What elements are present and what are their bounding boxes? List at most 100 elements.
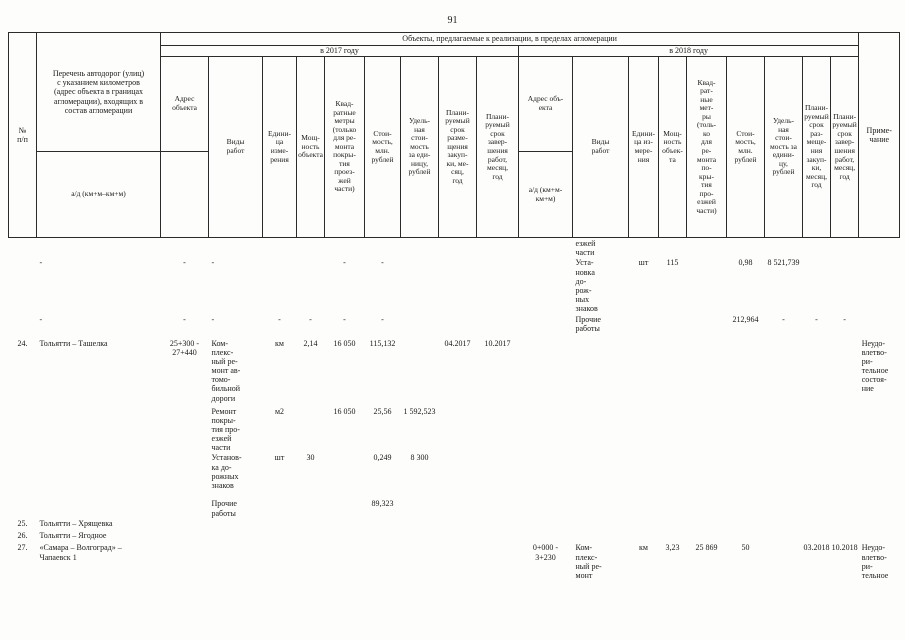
table-cell: км (639, 543, 648, 553)
table-cell: 04.2017 (444, 338, 471, 348)
table-cell (37, 452, 161, 498)
table-row: 24. Тольятти – Ташелка 25+300 - 27+440 Ком-… (9, 338, 900, 406)
table-cell (325, 452, 365, 498)
table-cell (9, 238, 37, 258)
table-cell (659, 314, 687, 338)
table-cell: «Самара – Волгоград» – Чапаевск 1 (39, 543, 122, 562)
table-cell: - (843, 314, 846, 324)
table-cell (765, 498, 803, 518)
header-row-subaddress: а/д (км+м–км+м) а/д (км+м- км+м) (9, 151, 900, 238)
table-cell (263, 257, 297, 313)
table-cell: Неудо- влетво- ри- тельное (861, 543, 889, 580)
table-header: № п/п Перечень автодорог (улиц) с указан… (8, 32, 901, 238)
table-cell: - (278, 314, 281, 324)
table-cell (477, 406, 519, 453)
table-cell (209, 518, 263, 530)
col-header-note: Приме- чание (858, 32, 901, 238)
table-cell: шт (274, 453, 285, 463)
table-cell: 50 (741, 543, 750, 553)
table-cell (573, 406, 629, 453)
table-cell (161, 238, 209, 258)
table-row: 27. «Самара – Волгоград» – Чапаевск 1 0+00… (9, 542, 900, 627)
table-cell: Установ- ка до- рожных знаков (211, 453, 242, 490)
col-header-completion-term-2018: Плани- руемый срок завер- шения работ, м… (829, 56, 860, 238)
table-cell (629, 314, 659, 338)
table-cell: 26. (17, 531, 28, 541)
table-cell (263, 530, 297, 542)
table-cell (687, 406, 727, 453)
table-cell (831, 338, 859, 406)
table-cell: 25+300 - 27+440 (169, 338, 200, 357)
table-cell (831, 238, 859, 258)
table-cell: 2,14 (303, 338, 318, 348)
table-cell: - (381, 258, 384, 268)
table-cell (831, 530, 859, 542)
table-cell (325, 238, 365, 258)
table-cell (297, 406, 325, 453)
table-cell: 212,964 (732, 314, 759, 324)
table-cell (727, 406, 765, 453)
table-row: Ремонт покры- тия про- езжей части м2 16 0… (9, 406, 900, 453)
table-cell (365, 530, 401, 542)
table-cell (629, 238, 659, 258)
table-cell (439, 257, 477, 313)
table-cell (629, 518, 659, 530)
table-cell: - (183, 314, 186, 324)
table-cell (727, 530, 765, 542)
table-cell (859, 452, 900, 498)
header-row-columns: Адрес объекта Виды работ Едини- ца изме-… (9, 56, 900, 238)
table-cell: 3,23 (665, 543, 680, 553)
table-cell: - (343, 314, 346, 324)
table-cell: - (211, 314, 215, 324)
table-cell (727, 238, 765, 258)
table-cell (37, 498, 161, 518)
table-cell: Тольятти – Хрящевка (39, 519, 113, 529)
table-cell (439, 498, 477, 518)
table-cell (439, 530, 477, 542)
table-cell (519, 238, 573, 258)
table-cell (477, 518, 519, 530)
table-cell (477, 257, 519, 313)
table-cell (365, 542, 401, 627)
table-cell: Ком- плекс- ный ре- монт ав- томо- бильн… (211, 338, 241, 403)
col-header-roads-list-sub: а/д (км+м–км+м) (36, 151, 161, 238)
table-cell (325, 542, 365, 627)
table-cell: - (309, 314, 312, 324)
table-cell (803, 530, 831, 542)
table-cell: 30 (306, 453, 315, 463)
table-cell (831, 257, 859, 313)
table-cell: Прочие работы (575, 314, 601, 333)
table-cell: 25,56 (373, 406, 392, 416)
table-cell (519, 257, 573, 313)
table-cell (687, 498, 727, 518)
table-cell (727, 498, 765, 518)
table-cell (161, 452, 209, 498)
table-cell (401, 338, 439, 406)
col-header-roads-list: Перечень автодорог (улиц) с указанием ки… (36, 32, 161, 152)
col-header-sqm-2017: Квад- ратные метры (только для ре- монта… (324, 56, 365, 238)
table-cell (477, 498, 519, 518)
table-cell: - (39, 314, 43, 324)
table-cell: 0,249 (373, 453, 392, 463)
table-cell (519, 314, 573, 338)
table-cell (297, 530, 325, 542)
table-cell: - (39, 258, 43, 268)
table-cell: 115 (666, 258, 679, 268)
table-cell (765, 406, 803, 453)
header-row-years: в 2017 году в 2018 году (9, 45, 900, 57)
table-cell (573, 452, 629, 498)
table-cell (573, 530, 629, 542)
table-cell: 10.2017 (484, 338, 511, 348)
table-cell (519, 338, 573, 406)
table-cell (161, 406, 209, 453)
table-cell: 8 521,739 (767, 258, 800, 268)
table-cell: - (381, 314, 384, 324)
table-cell: Неудо- влетво- ри- тельное состоя- ние (861, 338, 889, 394)
table-cell: 27. (17, 543, 28, 553)
table-cell (659, 338, 687, 406)
table-cell: 89,323 (371, 499, 394, 509)
table-cell (297, 257, 325, 313)
table-cell (209, 530, 263, 542)
col-header-purchase-term-2018: Плани- руемый срок раз- меще- ния закуп-… (802, 56, 831, 238)
table-cell: 0,98 (738, 258, 753, 268)
